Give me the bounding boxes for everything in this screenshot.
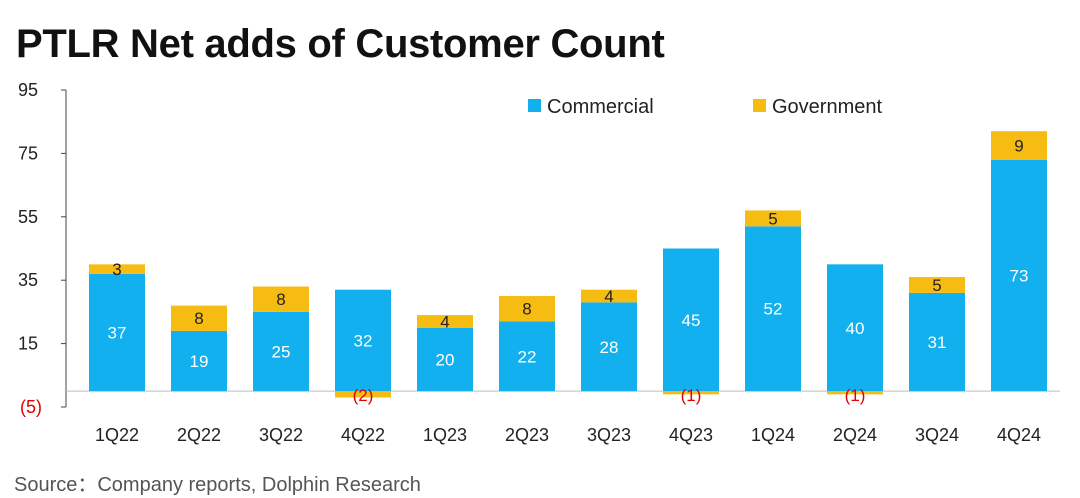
- value-label-government: 3: [112, 260, 121, 279]
- y-tick-label: 15: [18, 334, 38, 354]
- value-label-commercial: 19: [190, 352, 209, 371]
- value-label-government: 8: [194, 309, 203, 328]
- x-tick-label: 1Q22: [95, 425, 139, 445]
- x-tick-label: 3Q23: [587, 425, 631, 445]
- value-label-commercial: 40: [846, 319, 865, 338]
- x-tick-label: 3Q22: [259, 425, 303, 445]
- value-label-commercial: 22: [518, 347, 537, 366]
- value-label-commercial: 45: [682, 311, 701, 330]
- x-tick-label: 4Q24: [997, 425, 1041, 445]
- value-label-government: 4: [604, 287, 613, 306]
- value-label-commercial: 52: [764, 300, 783, 319]
- x-tick-label: 2Q22: [177, 425, 221, 445]
- y-tick-label: 35: [18, 270, 38, 290]
- x-tick-label: 4Q22: [341, 425, 385, 445]
- y-tick-label: (5): [20, 397, 42, 417]
- value-label-government: 5: [932, 276, 941, 295]
- x-tick-label: 4Q23: [669, 425, 713, 445]
- y-tick-label: 75: [18, 143, 38, 163]
- value-label-government: (1): [681, 386, 702, 405]
- value-label-commercial: 73: [1010, 266, 1029, 285]
- value-label-government: (2): [353, 386, 374, 405]
- legend-label: Commercial: [547, 96, 654, 118]
- bars-group: 37 3 19 8 25 8 32 (2) 20 4 22 8 28 4 45 (1) 52 5 40 (1) 31 5 7…: [89, 131, 1047, 405]
- x-tick-label: 1Q23: [423, 425, 467, 445]
- legend-swatch: [753, 99, 766, 112]
- x-axis: 1Q22 2Q22 3Q22 4Q22 1Q23 2Q23 3Q23 4Q23 1Q24 2Q24…: [95, 425, 1041, 445]
- value-label-government: 8: [276, 290, 285, 309]
- legend-swatch: [528, 99, 541, 112]
- x-tick-label: 3Q24: [915, 425, 959, 445]
- value-label-government: 8: [522, 300, 531, 319]
- y-tick-label: 55: [18, 207, 38, 227]
- value-label-commercial: 28: [600, 338, 619, 357]
- value-label-government: 5: [768, 209, 777, 228]
- x-tick-label: 1Q24: [751, 425, 795, 445]
- legend: Commercial Government: [528, 96, 882, 118]
- value-label-government: 4: [440, 312, 449, 331]
- x-tick-label: 2Q23: [505, 425, 549, 445]
- value-label-government: 9: [1014, 136, 1023, 155]
- value-label-commercial: 37: [108, 324, 127, 343]
- source-note: Source：Company reports, Dolphin Research: [14, 468, 421, 497]
- value-label-commercial: 20: [436, 350, 455, 369]
- legend-label: Government: [772, 96, 882, 118]
- value-label-commercial: 25: [272, 343, 291, 362]
- value-label-commercial: 31: [928, 333, 947, 352]
- y-tick-label: 95: [18, 80, 38, 100]
- value-label-government: (1): [845, 386, 866, 405]
- value-label-commercial: 32: [354, 331, 373, 350]
- x-tick-label: 2Q24: [833, 425, 877, 445]
